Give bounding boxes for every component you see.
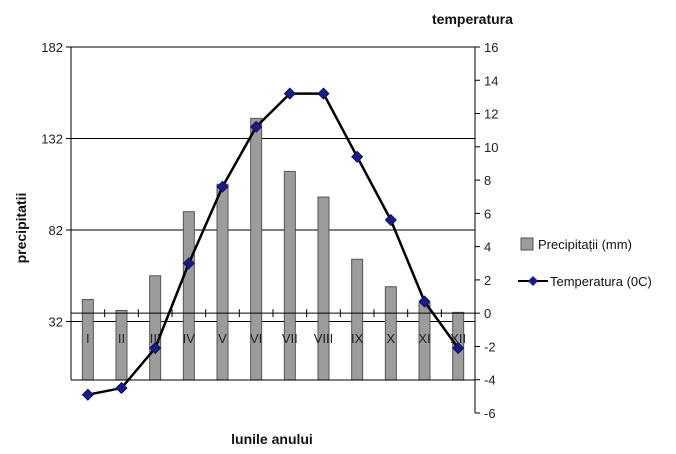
legend: Precipitații (mm) Temperatura (0C) [518,237,652,289]
bar-V [216,183,229,381]
category-label-III: III [150,331,161,346]
category-label-IV: IV [183,331,196,346]
axes [66,46,480,414]
category-label-VI: VI [250,331,262,346]
category-label-VII: VII [282,331,298,346]
right-tick-label: -2 [484,339,496,354]
bar-IV [182,211,195,381]
right-tick-label: -6 [484,406,496,421]
temperature-marker-VI [250,120,263,133]
category-label-II: II [118,331,125,346]
right-tick-label: 0 [484,306,491,321]
right-tick-label: 10 [484,140,498,155]
bar-III [149,275,162,381]
temperature-marker-V [216,180,229,193]
temperature-marker-XII [452,342,465,355]
category-label-VIII: VIII [314,331,334,346]
right-tick-label: -4 [484,373,496,388]
grid-lines [71,46,475,322]
temperature-marker-III [149,342,162,355]
right-tick-label: 8 [484,173,491,188]
right-tick-label: 14 [484,73,498,88]
right-tick-label: 6 [484,206,491,221]
left-tick-label: 32 [49,315,63,330]
legend-label-temperature: Temperatura (0C) [550,274,652,289]
x-axis-title: lunile anului [231,431,313,447]
temperature-marker-VIII [317,87,330,100]
category-label-V: V [218,331,227,346]
left-tick-label: 132 [41,132,63,147]
temperature-polyline [87,92,460,396]
temperature-marker-XI [418,295,431,308]
bar-IX [351,258,364,381]
legend-swatch-precipitation [520,237,534,251]
category-label-X: X [386,331,395,346]
right-tick-label: 4 [484,240,491,255]
category-label-XII: XII [450,331,466,346]
left-axis-title: precipitatii [13,193,29,264]
temperature-line [81,87,465,401]
temperature-marker-VII [283,87,296,100]
bar-VIII [317,196,330,381]
temperature-marker-I [81,388,94,401]
right-tick-label: 16 [484,40,498,55]
category-label-XI: XI [418,331,430,346]
left-tick-label: 82 [49,223,63,238]
legend-marker-temperature [528,276,538,286]
temperature-marker-IV [182,257,195,270]
right-tick-label: 12 [484,107,498,122]
right-axis-title: temperatura [432,11,513,27]
legend-label-precipitation: Precipitații (mm) [538,237,632,252]
category-label-I: I [86,331,90,346]
temperature-marker-IX [351,150,364,163]
temperature-marker-II [115,381,128,395]
bar-VII [283,170,296,381]
category-label-IX: IX [351,331,364,346]
right-tick-label: 2 [484,273,491,288]
temperature-marker-X [384,213,397,227]
left-tick-label: 182 [41,40,63,55]
precipitation-bars [81,117,465,381]
